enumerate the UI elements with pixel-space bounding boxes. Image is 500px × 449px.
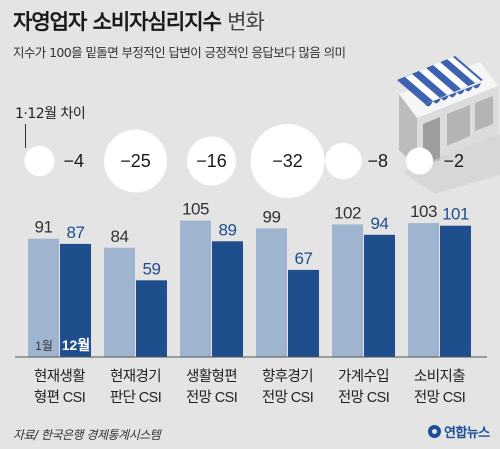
category-label: 소비지출 (414, 368, 465, 385)
bar-dec (212, 241, 243, 357)
difference-value: −4 (64, 151, 85, 171)
value-label: 99 (263, 207, 281, 226)
value-label: 89 (219, 220, 237, 239)
bar-dec (60, 243, 91, 357)
shop-awning-icon (397, 56, 500, 194)
value-label: 84 (111, 227, 129, 246)
legend-jan: 1월 (35, 339, 53, 353)
category-label: 현재생활 (34, 368, 85, 385)
chart-subtitle: 지수가 100을 밑돌면 부정적인 답변이 긍정적인 응답보다 많음 의미 (13, 45, 346, 60)
difference-value: −16 (196, 151, 227, 171)
category-label: 생활형편 (186, 368, 237, 385)
category-label: 형편 CSI (34, 389, 85, 406)
difference-label: 1·12월 차이 (15, 106, 86, 122)
bar-dec (136, 280, 167, 357)
bar-jan (180, 220, 211, 357)
bar-jan (28, 238, 59, 357)
bar-groups: 91 87 84 59 105 89 99 67 102 94 103 101 (28, 200, 471, 357)
bar-dec (440, 225, 471, 357)
difference-value: −32 (272, 151, 303, 171)
category-label: 현재경기 (110, 368, 161, 385)
difference-rule (25, 124, 26, 148)
bar-jan (408, 223, 439, 357)
legend-dec: 12월 (62, 337, 90, 353)
difference-circle (405, 147, 434, 175)
category-label: 전망 CSI (186, 389, 237, 406)
category-label: 판단 CSI (110, 389, 161, 406)
value-label: 67 (295, 249, 313, 268)
bar-jan (104, 247, 135, 357)
value-label: 94 (371, 214, 389, 233)
value-label: 102 (334, 203, 361, 222)
bar-dec (288, 269, 319, 357)
difference-circle (104, 129, 167, 193)
bar-jan (256, 228, 287, 357)
yonhap-logo: 연합뉴스 (428, 422, 490, 441)
category-label: 가계수입 (338, 368, 389, 385)
value-label: 105 (182, 200, 209, 219)
category-label: 전망 CSI (414, 389, 465, 406)
category-label: 향후경기 (262, 368, 313, 385)
value-label: 101 (442, 205, 469, 224)
value-label: 91 (35, 218, 53, 237)
difference-circle (24, 145, 55, 177)
difference-value: −25 (120, 151, 151, 171)
bar-jan (332, 224, 363, 357)
yonhap-logo-icon (428, 425, 441, 438)
difference-circle (187, 136, 236, 186)
source-note: 자료/ 한국은행 경제통계시스템 (13, 428, 161, 442)
category-label: 전망 CSI (262, 389, 313, 406)
difference-circle (325, 142, 362, 180)
chart-title: 자영업자 소비자심리지수 변화 (13, 10, 265, 34)
value-label: 59 (143, 259, 161, 278)
value-label: 103 (410, 202, 437, 221)
value-label: 87 (67, 223, 85, 242)
difference-value: −8 (368, 151, 389, 171)
difference-circle (250, 124, 325, 198)
difference-circles: −4 −25 −16 −32 −8 −2 (24, 124, 464, 198)
bar-dec (364, 234, 395, 357)
category-label: 전망 CSI (338, 389, 389, 406)
difference-value: −2 (444, 151, 465, 171)
